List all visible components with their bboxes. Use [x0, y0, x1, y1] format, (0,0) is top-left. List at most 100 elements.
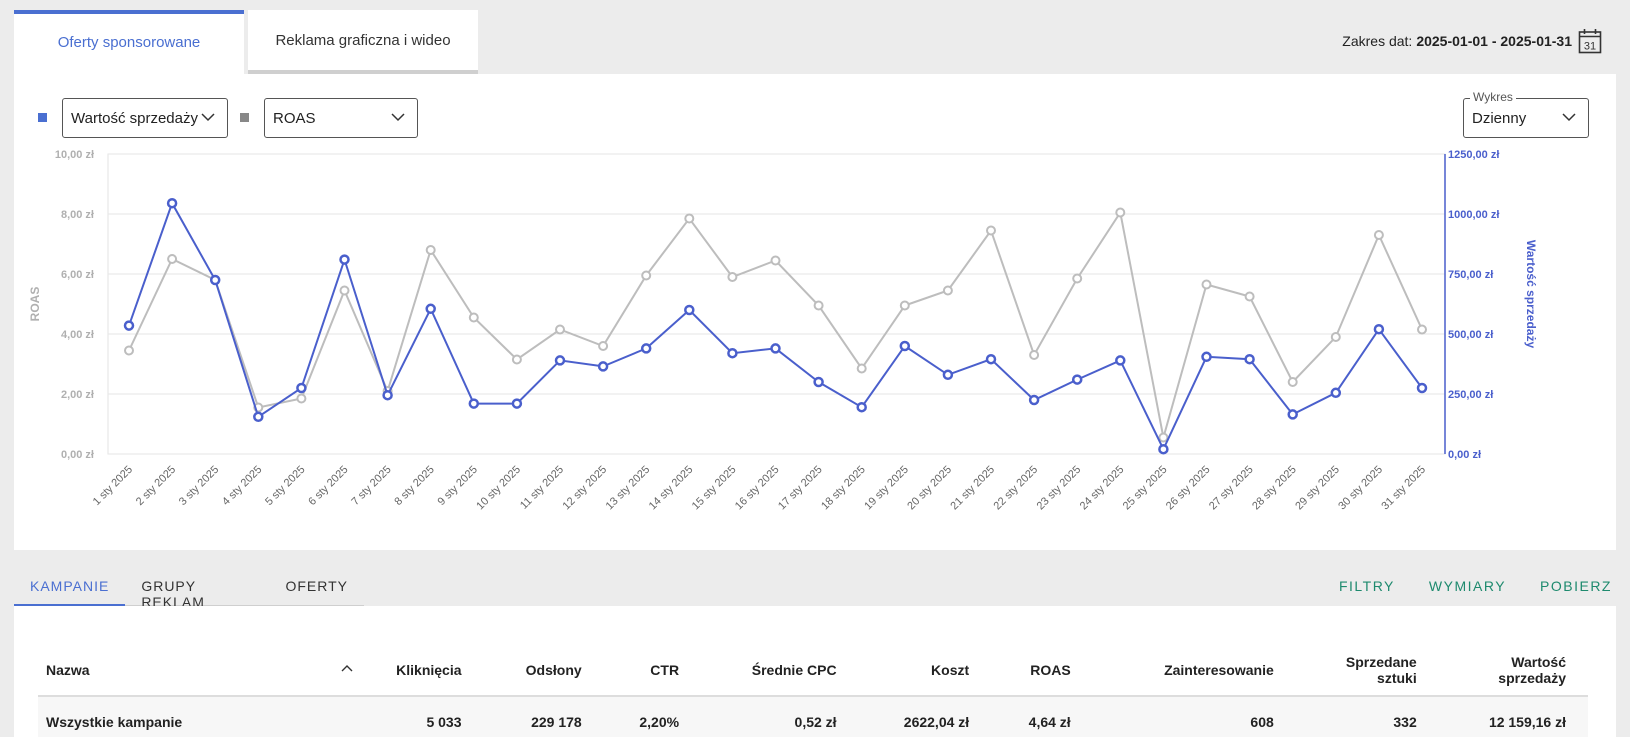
x-tick-label: 11 sty 2025 [518, 464, 566, 512]
left-tick-label: 0,00 zł [61, 449, 94, 461]
right-tick-label: 250,00 zł [1448, 389, 1493, 401]
tab-campaigns[interactable]: KAMPANIE [14, 572, 126, 606]
primary-metric-value: Wartość sprzedaży [71, 109, 198, 127]
line-chart: 0,00 zł 2,00 zł 4,00 zł 6,00 zł 8,00 zł 10,00… [28, 149, 1538, 513]
sales-value-point [382, 389, 393, 401]
sales-value-point [684, 304, 695, 316]
cell-clicks: 5 033 [359, 696, 484, 737]
x-tick-label: 12 sty 2025 [561, 464, 610, 513]
col-header-roas[interactable]: ROAS [991, 644, 1093, 697]
sales-value-series-line [128, 200, 1423, 452]
x-tick-label: 5 sty 2025 [263, 464, 307, 508]
roas-point [1029, 350, 1040, 360]
chevron-down-icon [1562, 113, 1576, 122]
x-tick-label: 20 sty 2025 [905, 464, 954, 513]
roas-point [942, 285, 953, 296]
sales-value-point [425, 303, 436, 315]
sales-value-point [813, 376, 824, 388]
left-tick-label: 10,00 zł [55, 149, 94, 161]
roas-point [727, 272, 738, 282]
x-tick-label: 28 sty 2025 [1250, 464, 1299, 513]
calendar-icon[interactable]: 31 [1578, 28, 1602, 54]
x-tick-label: 31 sty 2025 [1379, 464, 1428, 513]
roas-point [641, 270, 652, 281]
sort-ascending-icon[interactable] [341, 664, 353, 672]
left-tick-label: 6,00 zł [61, 269, 94, 281]
table-header-row: Nazwa Kliknięcia Odsłony CTR Średnie CPC… [38, 644, 1588, 697]
col-header-cost[interactable]: Koszt [858, 644, 992, 697]
roas-point [1072, 273, 1083, 284]
x-tick-label: 30 sty 2025 [1336, 464, 1385, 513]
roas-point [167, 254, 178, 264]
cell-ctr: 2,20% [603, 696, 702, 737]
left-tick-label: 4,00 zł [61, 329, 94, 341]
right-tick-label: 1250,00 zł [1448, 149, 1499, 161]
col-header-avg-cpc[interactable]: Średnie CPC [701, 644, 859, 697]
roas-point [1158, 432, 1169, 443]
col-header-ctr[interactable]: CTR [603, 644, 702, 697]
x-tick-label: 21 sty 2025 [948, 464, 997, 513]
table-panel: Nazwa Kliknięcia Odsłony CTR Średnie CPC… [14, 606, 1616, 737]
col-header-name[interactable]: Nazwa [38, 644, 360, 697]
x-tick-label: 22 sty 2025 [992, 464, 1041, 513]
x-tick-label: 18 sty 2025 [819, 464, 868, 513]
roas-point [555, 324, 565, 335]
cell-name: Wszystkie kampanie [38, 696, 360, 737]
tab-offers[interactable]: OFERTY [285, 578, 348, 594]
cell-units-sold: 332 [1295, 696, 1439, 737]
x-tick-label: 23 sty 2025 [1035, 464, 1084, 513]
tab-display-video-ads[interactable]: Reklama graficzna i wideo [248, 10, 478, 74]
tab-ad-groups[interactable]: GRUPY REKLAM [141, 578, 205, 610]
primary-metric-select[interactable]: Wartość sprzedaży [62, 98, 228, 138]
x-tick-label: 25 sty 2025 [1121, 464, 1170, 513]
chart-mode-label: Wykres [1470, 90, 1516, 104]
sales-value-point [597, 361, 609, 372]
col-header-impressions[interactable]: Odsłony [483, 644, 604, 697]
roas-point [1417, 324, 1427, 335]
x-tick-label: 4 sty 2025 [220, 464, 264, 508]
date-range-value: 2025-01-01 - 2025-01-31 [1416, 33, 1572, 49]
sales-value-point [1115, 355, 1126, 366]
roas-point [425, 245, 436, 255]
chevron-down-icon [201, 113, 215, 122]
dimensions-button[interactable]: WYMIARY [1428, 578, 1507, 594]
roas-point [813, 300, 824, 311]
sales-value-point [339, 254, 350, 265]
download-button[interactable]: POBIERZ [1540, 578, 1612, 594]
cell-impressions: 229 178 [483, 696, 604, 737]
sales-value-point [1158, 443, 1169, 455]
sales-value-point [554, 355, 566, 366]
x-tick-label: 10 sty 2025 [474, 464, 523, 513]
chart-mode-select[interactable]: Wykres Dzienny [1463, 90, 1589, 138]
chart-mode-value: Dzienny [1472, 109, 1527, 127]
col-header-clicks[interactable]: Kliknięcia [359, 644, 484, 697]
x-tick-label: 27 sty 2025 [1207, 464, 1256, 513]
sales-value-point [166, 197, 178, 209]
tab-sponsored-offers[interactable]: Oferty sponsorowane [14, 10, 244, 74]
cell-roas: 4,64 zł [991, 696, 1093, 737]
sales-value-point [253, 411, 264, 423]
right-tick-label: 0,00 zł [1448, 449, 1481, 461]
sales-value-point [1330, 387, 1342, 399]
sales-value-point [727, 347, 738, 359]
x-tick-label: 7 sty 2025 [349, 464, 393, 508]
campaigns-table: Nazwa Kliknięcia Odsłony CTR Średnie CPC… [38, 644, 1588, 737]
x-tick-label: 19 sty 2025 [862, 464, 911, 513]
sales-value-point [1416, 382, 1428, 394]
table-actions: FILTRY WYMIARY POBIERZ [1339, 578, 1612, 594]
x-tick-label: 13 sty 2025 [604, 464, 653, 513]
secondary-metric-select[interactable]: ROAS [264, 98, 418, 138]
plot-area [107, 153, 1446, 455]
table-row[interactable]: Wszystkie kampanie 5 033 229 178 2,20% 0… [38, 696, 1588, 737]
x-tick-label: 8 sty 2025 [392, 464, 436, 508]
roas-point [598, 341, 609, 351]
col-header-interest[interactable]: Zainteresowanie [1092, 644, 1296, 697]
roas-point [124, 345, 134, 356]
sales-value-point [1201, 351, 1212, 363]
left-axis-title: ROAS [28, 287, 42, 322]
col-header-units-sold[interactable]: Sprzedane sztuki [1295, 644, 1439, 697]
col-header-sales-value[interactable]: Wartość sprzedaży [1438, 644, 1588, 697]
roas-point [856, 363, 867, 374]
right-tick-label: 750,00 zł [1448, 269, 1493, 281]
filters-button[interactable]: FILTRY [1338, 578, 1395, 594]
